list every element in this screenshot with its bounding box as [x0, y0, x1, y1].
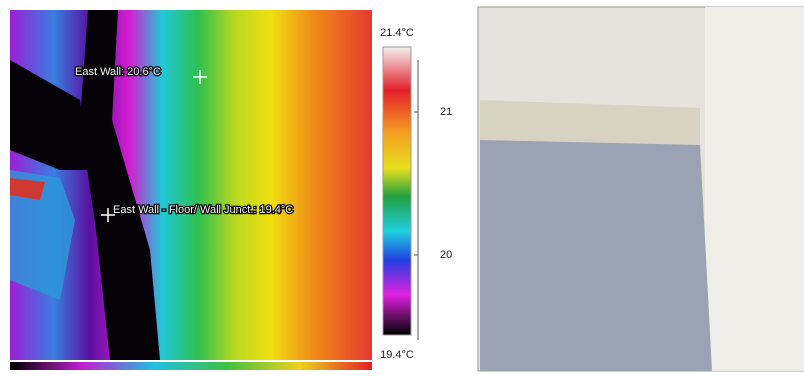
palette-strip	[10, 362, 372, 370]
page: East Wall: 20.6°C East Wall - Floor/ Wal…	[0, 0, 804, 372]
color-scale: 21.4°C 21 20 19.4°C	[380, 27, 452, 361]
scale-bar	[383, 47, 411, 335]
visual-photo	[478, 7, 804, 371]
thermal-background	[10, 10, 372, 360]
scale-min-label: 19.4°C	[380, 349, 414, 361]
annotation-label: East Wall: 20.6°C	[75, 66, 161, 78]
floor-panel	[480, 140, 712, 371]
scale-tick-label: 20	[440, 249, 452, 261]
thermal-image: East Wall: 20.6°C East Wall - Floor/ Wal…	[10, 10, 372, 370]
right-wall	[705, 7, 804, 371]
scale-axis	[414, 60, 418, 340]
scale-max-label: 21.4°C	[380, 27, 414, 39]
annotation-label: East Wall - Floor/ Wall Junct.: 19.4°C	[113, 204, 293, 216]
scale-tick-label: 21	[440, 106, 452, 118]
